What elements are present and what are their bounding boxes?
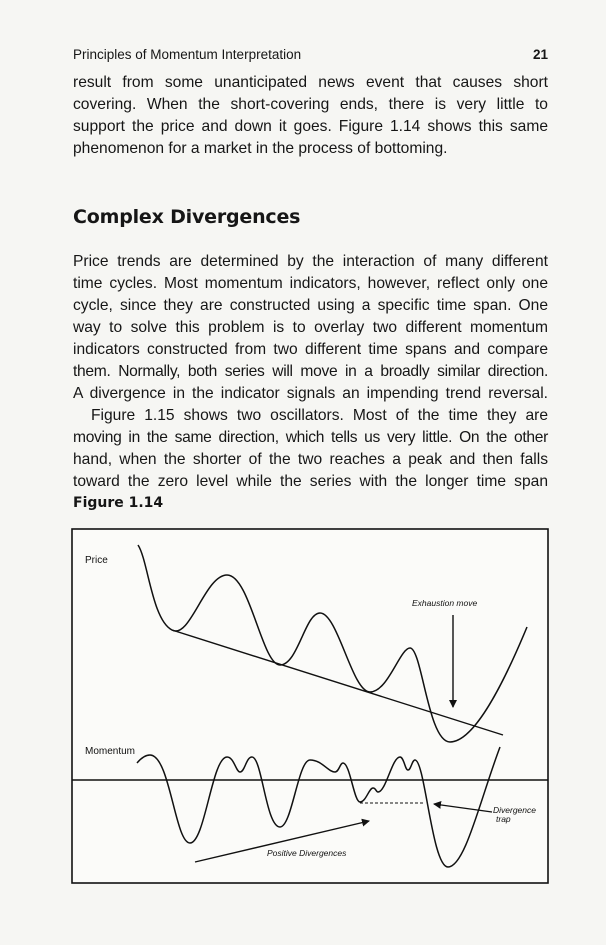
text-line: them. Normally, both series will move in… — [73, 363, 548, 380]
exhaustion-move-label: Exhaustion move — [412, 598, 477, 608]
figure-frame — [71, 528, 549, 884]
text-line: Price trends are determined by the inter… — [73, 253, 548, 270]
page-number: 21 — [532, 47, 548, 62]
text-line: A divergence in the indicator signals an… — [73, 385, 548, 402]
text-line: hand, when the shorter of the two reache… — [73, 451, 548, 468]
positive-divergences-arrow — [194, 818, 370, 863]
text-line: phenomenon for a market in the process o… — [73, 140, 448, 157]
text-line: result from some unanticipated news even… — [73, 74, 548, 91]
price-trendline — [171, 629, 504, 736]
divergence-trap-label-2: trap — [496, 814, 511, 824]
price-label: Price — [85, 555, 108, 566]
text-line: way to solve this problem is to overlay … — [73, 319, 548, 336]
momentum-label: Momentum — [85, 746, 135, 757]
text-line: support the price and down it goes. Figu… — [73, 118, 548, 135]
price-curve — [137, 544, 528, 743]
figure-caption: Figure 1.14 — [73, 495, 164, 511]
text-line: covering. When the short-covering ends, … — [73, 96, 548, 113]
divergence-trap-label: Divergence — [493, 805, 536, 815]
text-line: time cycles. Most momentum indicators, h… — [73, 275, 548, 292]
positive-divergences-label: Positive Divergences — [267, 848, 347, 858]
text-line: Figure 1.15 shows two oscillators. Most … — [91, 407, 548, 424]
divergence-trap-arrow — [433, 800, 493, 813]
section-heading: Complex Divergences — [73, 206, 301, 228]
text-line: indicators constructed from two differen… — [73, 341, 548, 358]
text-line: cycle, since they are constructed using … — [73, 297, 548, 314]
momentum-curve — [136, 746, 501, 868]
text-line: moving in the same direction, which tell… — [73, 429, 548, 446]
text-line: toward the zero level while the series w… — [73, 473, 548, 490]
running-title: Principles of Momentum Interpretation — [73, 47, 302, 62]
